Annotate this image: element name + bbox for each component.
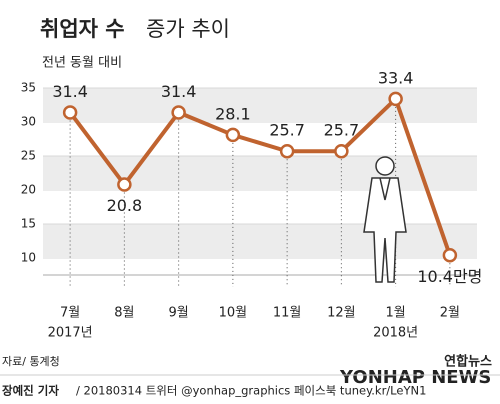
point <box>279 143 295 159</box>
x-sublabel: 2018년 <box>373 326 418 341</box>
y-tick-label: 20 <box>21 183 36 197</box>
data-label: 33.4 <box>378 68 414 87</box>
y-tick-label: 35 <box>21 81 36 95</box>
x-tick-label: 7월 <box>60 306 80 321</box>
x-tick-label: 2월 <box>440 306 460 321</box>
subtitle: 전년 동월 대비 <box>42 56 122 71</box>
background <box>43 87 477 287</box>
y-tick-label: 25 <box>21 149 36 163</box>
point <box>442 248 458 263</box>
watermark: YONHAP NEWS <box>339 367 491 388</box>
y-tick-label: 30 <box>21 115 36 129</box>
chart-title: 취업자 수 <box>40 17 125 41</box>
line <box>68 96 452 256</box>
x-tick-label: 8월 <box>114 306 134 321</box>
logo: 연합뉴스 <box>444 354 492 370</box>
data-label: 20.8 <box>107 196 143 215</box>
point <box>171 105 186 120</box>
footer: / 20180314 트위터 @yonhap_graphics 페이스북 tun… <box>76 384 426 398</box>
x-tick-label: 9월 <box>169 306 189 321</box>
y-tick-label: 15 <box>21 217 36 231</box>
band-stripe <box>43 88 477 122</box>
x-tick-label: 1월 <box>386 306 406 321</box>
band-stripe <box>43 224 477 258</box>
data-label: 31.4 <box>161 82 197 101</box>
person-illustration <box>363 156 407 283</box>
chart-title-rest: 증가 추이 <box>146 17 230 41</box>
point <box>117 177 132 192</box>
point <box>334 143 349 159</box>
data-label: 25.7 <box>269 121 305 140</box>
data-label: 31.4 <box>52 82 88 101</box>
data-label: 28.1 <box>215 104 251 123</box>
x-tick-label: 10월 <box>219 306 248 321</box>
x-sublabel: 2017년 <box>48 326 93 341</box>
y-tick-label: 10 <box>21 251 36 265</box>
point <box>62 105 78 120</box>
data-label: 10.4만명 <box>417 267 482 286</box>
point <box>388 91 403 107</box>
source: 자료/ 통계청 <box>2 355 60 368</box>
x-tick-label: 12월 <box>327 306 356 321</box>
point <box>225 127 241 143</box>
byline: 장예진 기자 <box>2 384 59 398</box>
data-label: 25.7 <box>324 121 360 140</box>
x-tick-label: 11월 <box>273 306 302 321</box>
